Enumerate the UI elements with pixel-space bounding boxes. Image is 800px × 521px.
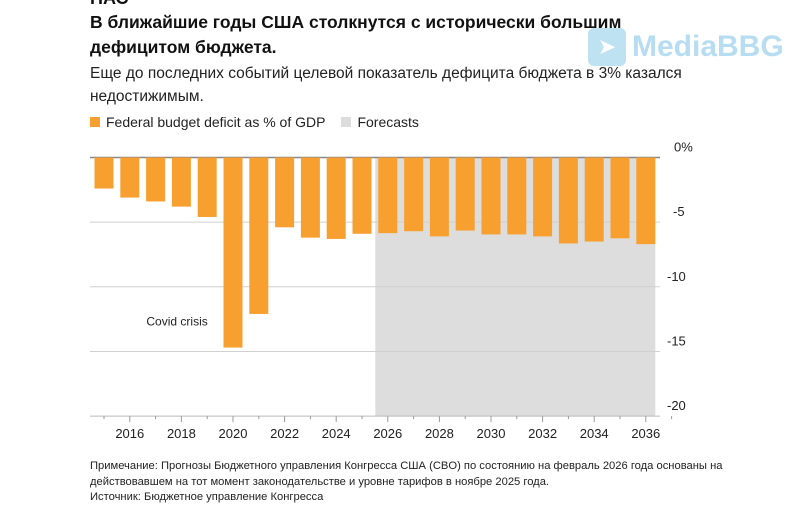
x-tick-label: 2030 [477, 426, 506, 441]
bar-2032 [533, 157, 553, 237]
bar-2019 [197, 157, 217, 217]
bar-2031 [507, 157, 527, 235]
x-tick-label: 2034 [580, 426, 609, 441]
bar-2029 [455, 157, 475, 231]
x-tick-label: 2022 [270, 426, 299, 441]
bar-2025 [352, 157, 372, 234]
bar-2034 [584, 157, 604, 242]
x-tick-label: 2020 [219, 426, 248, 441]
bar-2026 [378, 157, 398, 234]
bar-2024 [326, 157, 346, 239]
footnote-source: Источник: Бюджетное управление Конгресса [90, 491, 324, 503]
legend-label-forecast: Forecasts [357, 114, 419, 130]
bar-2023 [300, 157, 320, 238]
bar-2016 [120, 157, 140, 198]
bar-2028 [429, 157, 449, 237]
bar-2030 [481, 157, 501, 235]
cut-off-heading: НАС [90, 0, 129, 9]
x-tick-label: 2016 [115, 426, 144, 441]
bar-2035 [610, 157, 630, 239]
watermark-text: MediaBBG [632, 30, 784, 63]
x-tick-label: 2018 [167, 426, 196, 441]
bar-2018 [171, 157, 191, 207]
legend-swatch-deficit [90, 117, 100, 127]
chart-subtitle: Еще до последних событий целевой показат… [90, 65, 682, 105]
legend: Federal budget deficit as % of GDP Forec… [90, 114, 419, 130]
y-tick-label: -20 [667, 398, 686, 413]
y-tick-label: -15 [667, 333, 686, 348]
bar-2033 [558, 157, 578, 244]
bar-2015 [94, 157, 114, 189]
x-tick-label: 2028 [425, 426, 454, 441]
bar-2017 [146, 157, 166, 202]
bar-2036 [636, 157, 656, 245]
bar-2027 [404, 157, 424, 232]
x-tick-label: 2024 [322, 426, 351, 441]
bar-2020 [223, 157, 243, 348]
annotation-covid-crisis: Covid crisis [146, 315, 207, 329]
y-tick-label: -10 [667, 269, 686, 284]
x-tick-label: 2026 [373, 426, 402, 441]
y-tick-label: -5 [673, 204, 685, 219]
y-tick-label: 0% [674, 140, 693, 155]
telegram-icon: ➤ [588, 28, 626, 66]
legend-label-deficit: Federal budget deficit as % of GDP [106, 114, 326, 130]
x-tick-label: 2032 [528, 426, 557, 441]
watermark: ➤ MediaBBG [588, 28, 784, 66]
x-tick-label: 2036 [631, 426, 660, 441]
bar-2021 [249, 157, 269, 314]
bar-2022 [275, 157, 295, 228]
chart-title: В ближайшие годы США столкнутся с истори… [90, 12, 622, 57]
footnote-note: Примечание: Прогнозы Бюджетного управлен… [90, 460, 723, 488]
legend-swatch-forecast [341, 117, 352, 127]
footnote: Примечание: Прогнозы Бюджетного управлен… [90, 459, 750, 506]
